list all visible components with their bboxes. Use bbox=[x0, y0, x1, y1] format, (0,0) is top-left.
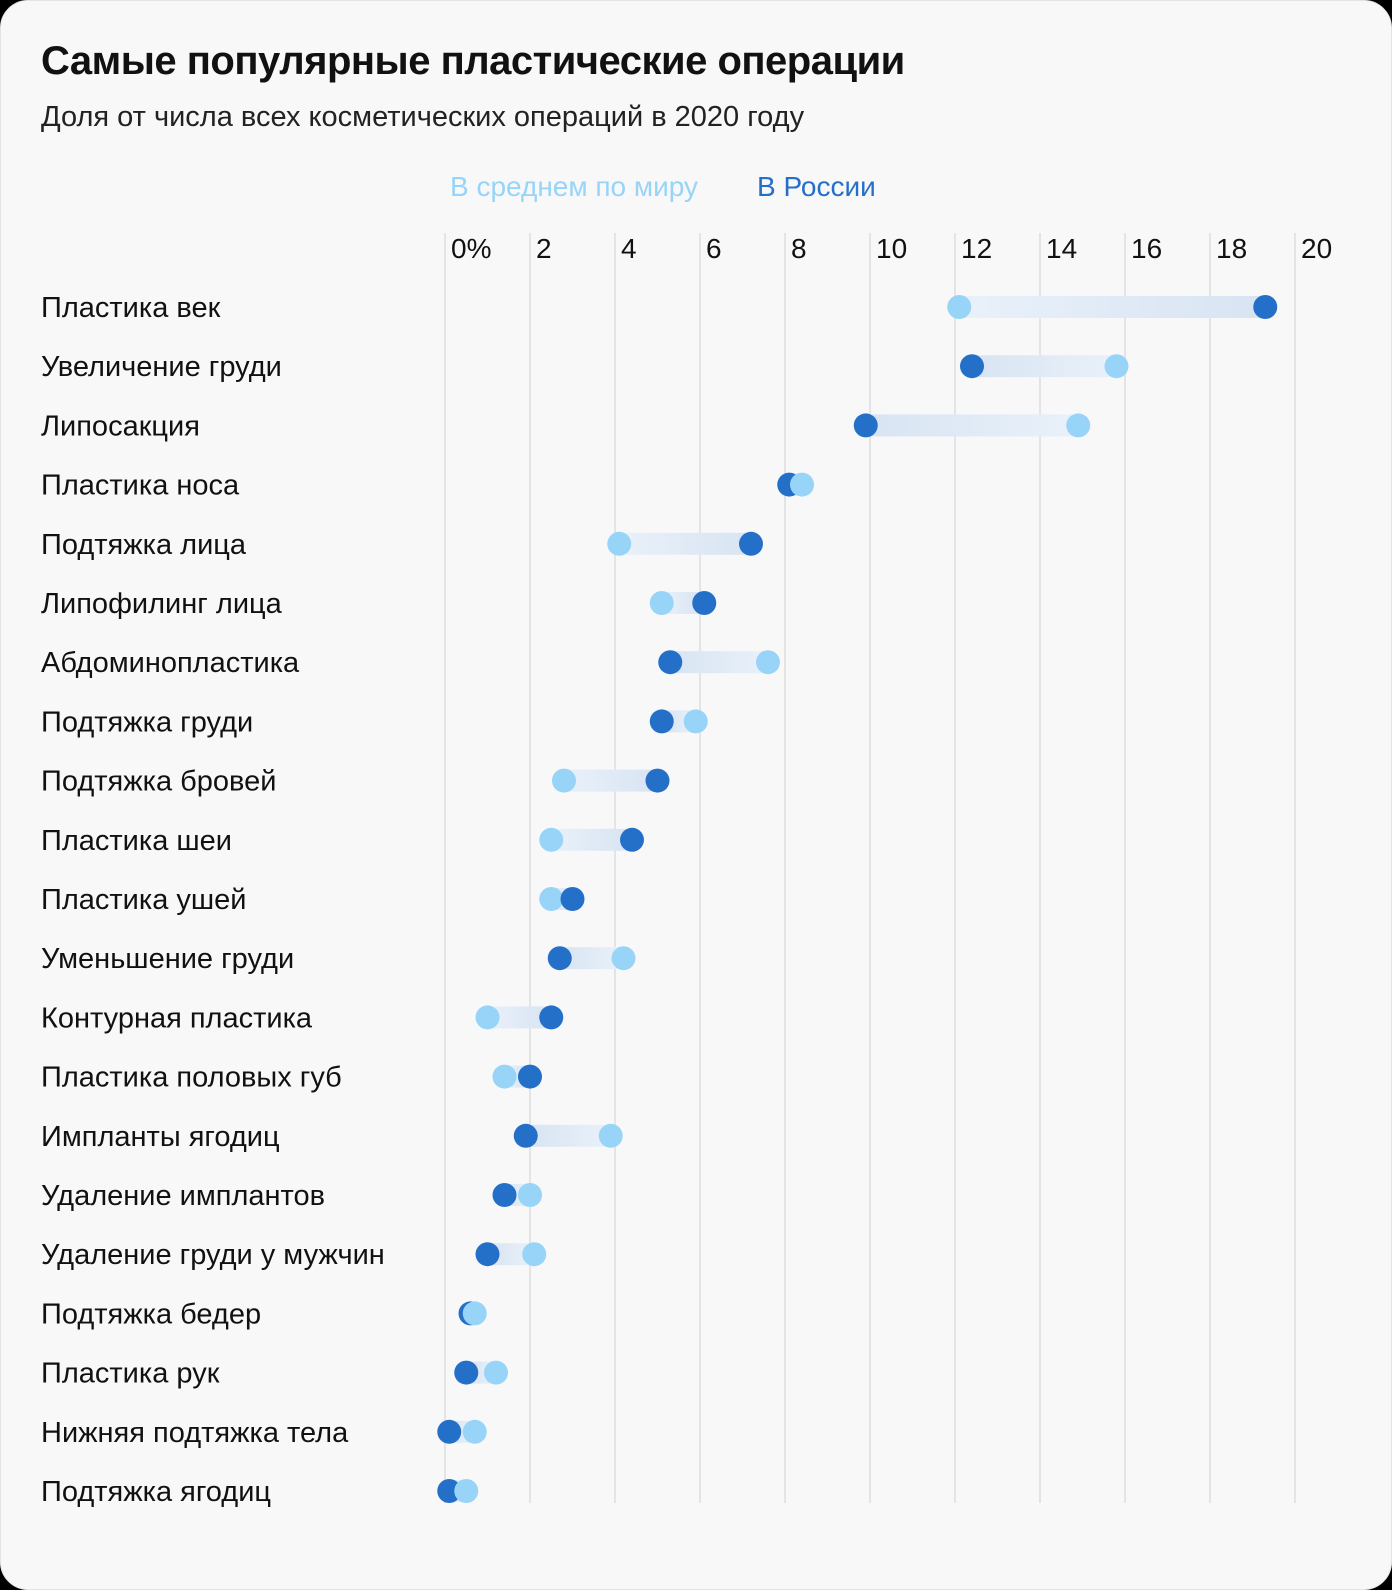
world-point bbox=[475, 1005, 500, 1030]
x-tick-label: 18 bbox=[1216, 233, 1247, 264]
x-tick-label: 14 bbox=[1046, 233, 1077, 264]
world-point bbox=[518, 1183, 542, 1207]
russia-point bbox=[454, 1360, 479, 1385]
range-bar bbox=[487, 1006, 552, 1029]
russia-point bbox=[547, 946, 572, 971]
category-label: Подтяжка ягодиц bbox=[41, 1476, 271, 1508]
category-label: Подтяжка бедер bbox=[41, 1298, 261, 1330]
world-point bbox=[552, 768, 576, 793]
category-label: Абдоминопластика bbox=[41, 647, 300, 679]
world-point bbox=[683, 709, 708, 734]
world-point bbox=[539, 827, 564, 852]
russia-point bbox=[560, 887, 585, 911]
category-label: Подтяжка лица bbox=[41, 529, 247, 561]
range-bar bbox=[551, 828, 632, 851]
russia-point bbox=[1253, 295, 1278, 319]
category-label: Липосакция bbox=[41, 410, 200, 442]
world-point bbox=[454, 1479, 479, 1503]
world-point bbox=[462, 1419, 487, 1444]
world-point bbox=[1066, 413, 1091, 438]
chart-subtitle: Доля от числа всех косметических операци… bbox=[41, 101, 805, 133]
world-point bbox=[484, 1360, 508, 1385]
range-bar bbox=[959, 296, 1266, 318]
russia-point bbox=[437, 1479, 462, 1503]
russia-point bbox=[620, 827, 644, 852]
range-bar bbox=[865, 414, 1079, 437]
range-bar bbox=[670, 651, 768, 674]
category-label: Удаление имплантов bbox=[41, 1180, 325, 1212]
category-label: Пластика половых губ bbox=[41, 1062, 342, 1094]
range-bar bbox=[564, 769, 658, 792]
category-label: Подтяжка бровей bbox=[41, 766, 276, 798]
world-point bbox=[756, 650, 780, 675]
x-tick-label: 20 bbox=[1301, 233, 1332, 264]
category-label: Пластика век bbox=[41, 292, 221, 324]
x-tick-label: 10 bbox=[876, 233, 907, 264]
x-tick-label: 8 bbox=[791, 233, 807, 264]
range-bar bbox=[487, 1243, 535, 1266]
grid-layer bbox=[444, 233, 1296, 1503]
range-bar bbox=[525, 1124, 611, 1147]
category-label: Увеличение груди bbox=[41, 351, 282, 383]
world-point bbox=[1104, 354, 1129, 379]
x-tick-label: 6 bbox=[706, 233, 722, 264]
category-label: Пластика носа bbox=[41, 470, 240, 502]
russia-point bbox=[645, 768, 670, 793]
tick-layer: 0% 2 4 6 8 10 12 14 16 18 20 bbox=[451, 233, 1332, 264]
russia-point bbox=[475, 1242, 500, 1267]
world-point bbox=[607, 531, 632, 556]
mark-layer bbox=[437, 295, 1278, 1503]
russia-point bbox=[513, 1123, 538, 1148]
category-label: Уменьшение груди bbox=[41, 943, 294, 975]
category-label-layer: Пластика век Увеличение груди Липосакция Пл… bbox=[41, 292, 385, 1508]
x-tick-label: 12 bbox=[961, 233, 992, 264]
world-point bbox=[522, 1242, 547, 1267]
range-bar bbox=[559, 947, 624, 970]
world-point bbox=[611, 946, 636, 971]
world-point bbox=[598, 1123, 623, 1148]
russia-point bbox=[853, 413, 878, 438]
category-label: Удаление груди у мужчин bbox=[41, 1239, 385, 1271]
category-label: Контурная пластика bbox=[41, 1002, 313, 1034]
world-point bbox=[539, 887, 564, 911]
x-tick-label: 2 bbox=[536, 233, 552, 264]
russia-point bbox=[492, 1183, 517, 1207]
world-point bbox=[947, 295, 972, 319]
world-point bbox=[649, 591, 674, 615]
russia-point bbox=[960, 354, 984, 379]
category-label: Липофилинг лица bbox=[41, 588, 283, 620]
category-label: Пластика шеи bbox=[41, 825, 232, 857]
category-label: Подтяжка груди bbox=[41, 706, 253, 738]
russia-point bbox=[658, 650, 683, 675]
russia-point bbox=[539, 1005, 564, 1030]
x-tick-label: 4 bbox=[621, 233, 637, 264]
russia-point bbox=[692, 591, 717, 615]
category-label: Пластика рук bbox=[41, 1358, 220, 1390]
russia-point bbox=[518, 1064, 542, 1089]
russia-point bbox=[739, 531, 763, 556]
range-bar bbox=[619, 532, 751, 555]
legend-world: В среднем по миру bbox=[450, 171, 699, 202]
legend-russia: В России bbox=[757, 171, 876, 202]
category-label: Пластика ушей bbox=[41, 884, 246, 916]
category-label: Импланты ягодиц bbox=[41, 1121, 280, 1153]
world-point bbox=[492, 1064, 517, 1089]
world-point bbox=[790, 472, 814, 497]
category-label: Нижняя подтяжка тела bbox=[41, 1417, 349, 1449]
russia-point bbox=[649, 709, 674, 734]
world-point bbox=[462, 1301, 487, 1326]
x-tick-label: 0% bbox=[451, 233, 491, 264]
russia-point bbox=[437, 1419, 462, 1444]
range-bar bbox=[972, 355, 1117, 378]
x-tick-label: 16 bbox=[1131, 233, 1162, 264]
chart-title: Самые популярные пластические операции bbox=[41, 39, 905, 83]
